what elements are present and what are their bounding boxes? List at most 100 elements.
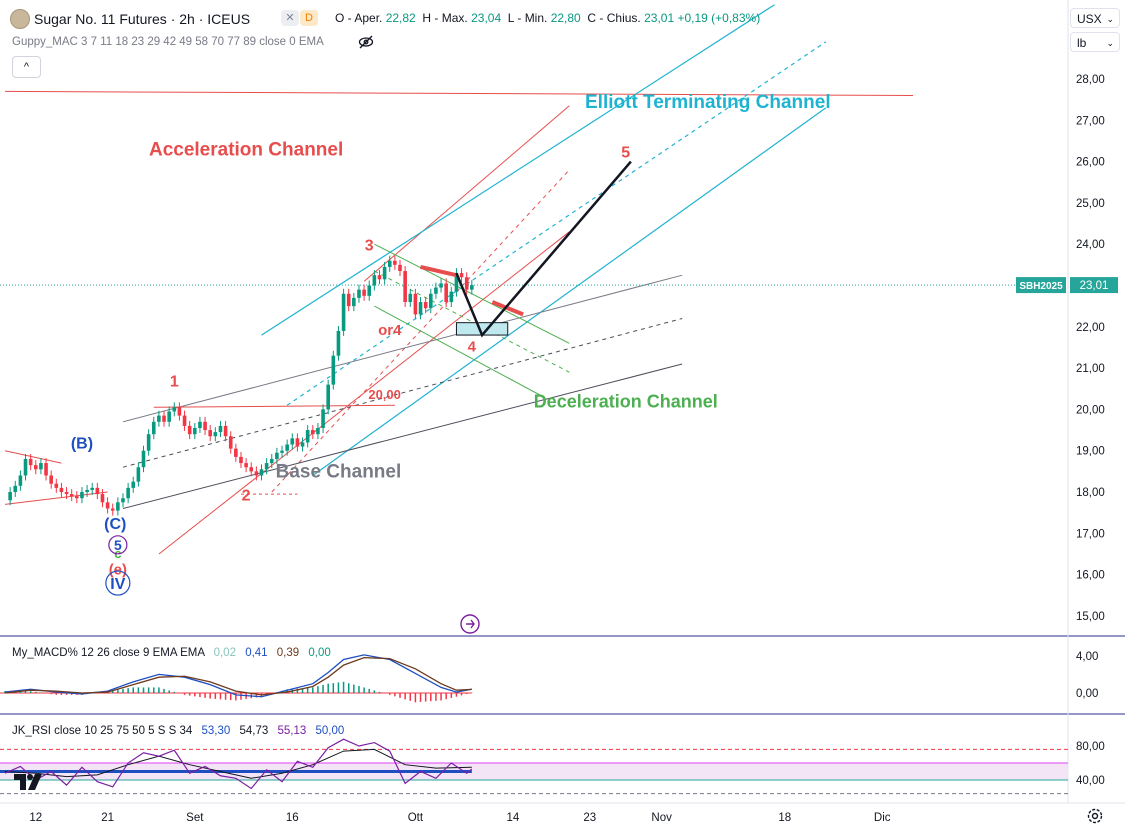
triangle-line: [4, 491, 108, 505]
candle-body: [459, 273, 464, 278]
chart-annotation: 20,00: [368, 387, 401, 402]
candle-body: [75, 496, 79, 499]
candle-body: [341, 293, 346, 331]
price-axis-label: 26,00: [1076, 157, 1105, 169]
candle-body: [136, 467, 141, 482]
chart-annotation: 4: [468, 339, 477, 356]
candle-body: [141, 450, 146, 468]
candle-body: [259, 469, 264, 476]
candle-body: [187, 425, 192, 435]
candle-body: [408, 293, 413, 303]
chart-annotation: Acceleration Channel: [149, 139, 343, 160]
candle-body: [264, 463, 269, 470]
macd-value: 0,02: [213, 647, 236, 659]
unit-selector[interactable]: lb ⌄: [1070, 32, 1120, 52]
candle-body: [228, 436, 233, 449]
tradingview-logo-icon[interactable]: [14, 774, 44, 790]
price-axis-label: 19,00: [1076, 446, 1105, 458]
candle-body: [177, 407, 182, 416]
symbol-price-tag: [1016, 277, 1066, 294]
macd-legend[interactable]: My_MACD% 12 26 close 9 EMA EMA 0,02 0,41…: [12, 647, 331, 659]
currency-selector[interactable]: USX ⌄: [1070, 8, 1120, 28]
candle-body: [464, 277, 469, 290]
time-axis-label: Nov: [651, 812, 672, 824]
candle-body: [23, 458, 28, 476]
price-axis-label: 28,00: [1076, 74, 1105, 86]
elliott-channel-upper: [261, 4, 775, 336]
macd-axis-label: 4,00: [1076, 651, 1098, 663]
candle-body: [223, 425, 228, 437]
chart-annotation: (C): [104, 516, 126, 533]
candle-body: [454, 273, 459, 292]
macd-axis-label: 0,00: [1076, 688, 1098, 700]
candle-body: [100, 494, 105, 503]
candle-body: [121, 498, 125, 503]
time-axis-label: 16: [286, 812, 299, 824]
candle-body: [39, 463, 43, 470]
candle-body: [470, 285, 474, 290]
candle-body: [367, 285, 372, 296]
ohlc-low-label: L - Min.: [507, 11, 548, 25]
decel-channel-lower: [374, 305, 544, 398]
symbol-logo-icon: [10, 9, 30, 29]
candle-body: [213, 432, 218, 437]
time-axis-label: 18: [778, 812, 791, 824]
red-marker: [491, 300, 524, 317]
chart-annotation: or4: [378, 322, 402, 339]
candle-body: [377, 275, 382, 280]
replay-icon-arrow: [466, 619, 475, 629]
close-flag-icon[interactable]: ✕: [281, 10, 299, 26]
candle-body: [428, 293, 433, 309]
candle-body: [387, 260, 392, 267]
candle-body: [33, 465, 38, 470]
macd-label: My_MACD% 12 26 close 9 EMA EMA: [12, 647, 205, 659]
candle-body: [208, 430, 212, 437]
candle-body: [18, 475, 23, 486]
rsi-axis-label: 80,00: [1076, 741, 1105, 753]
candle-body: [162, 415, 166, 422]
ohlc-open-label: O - Aper.: [335, 11, 383, 25]
rsi-label: JK_RSI close 10 25 75 50 5 S S 34: [12, 725, 193, 737]
price-axis-label: 20,00: [1076, 404, 1105, 416]
gear-icon[interactable]: [1086, 807, 1104, 825]
currency-value: USX: [1077, 12, 1102, 26]
wave-circle: [108, 535, 128, 555]
candle-body: [372, 275, 377, 286]
chart-annotation: (e): [109, 562, 127, 579]
last-price-tag-text: 23,01: [1080, 280, 1109, 292]
price-axis-label: 17,00: [1076, 528, 1105, 540]
collapse-legend-button[interactable]: ^: [12, 56, 41, 78]
price-axis-label: 21,00: [1076, 363, 1105, 375]
candle-body: [398, 264, 402, 272]
rsi-value: 53,30: [201, 725, 231, 737]
time-axis-label: 23: [583, 812, 596, 824]
candle-body: [249, 467, 254, 472]
delay-flag[interactable]: D: [300, 10, 318, 26]
candle-body: [110, 508, 115, 511]
candle-body: [172, 407, 177, 412]
indicator-legend[interactable]: Guppy_MAC 3 7 11 18 23 29 42 49 58 70 77…: [12, 36, 324, 48]
candle-body: [167, 411, 171, 422]
candle-body: [59, 487, 64, 492]
candle-body: [218, 425, 223, 433]
last-price-tag: [1070, 277, 1118, 294]
price-axis-label: 24,00: [1076, 239, 1105, 251]
rsi-slow-line: [4, 748, 472, 779]
candle-body: [316, 427, 320, 435]
chevron-down-icon: ⌄: [1106, 38, 1114, 48]
ohlc-close-label: C - Chius.: [587, 11, 641, 25]
eye-hidden-icon[interactable]: [358, 35, 374, 49]
symbol-title[interactable]: Sugar No. 11 Futures · 2h · ICEUS: [34, 11, 251, 27]
rsi-legend[interactable]: JK_RSI close 10 25 75 50 5 S S 34 53,30 …: [12, 725, 344, 737]
time-axis-label: 21: [101, 812, 114, 824]
candle-body: [28, 458, 33, 466]
candle-body: [331, 355, 336, 385]
candle-body: [269, 458, 274, 464]
ohlc-close-value: 23,01: [644, 11, 675, 25]
candle-body: [254, 471, 259, 476]
candle-body: [275, 452, 279, 459]
candle-body: [198, 421, 202, 428]
candle-body: [95, 487, 100, 495]
